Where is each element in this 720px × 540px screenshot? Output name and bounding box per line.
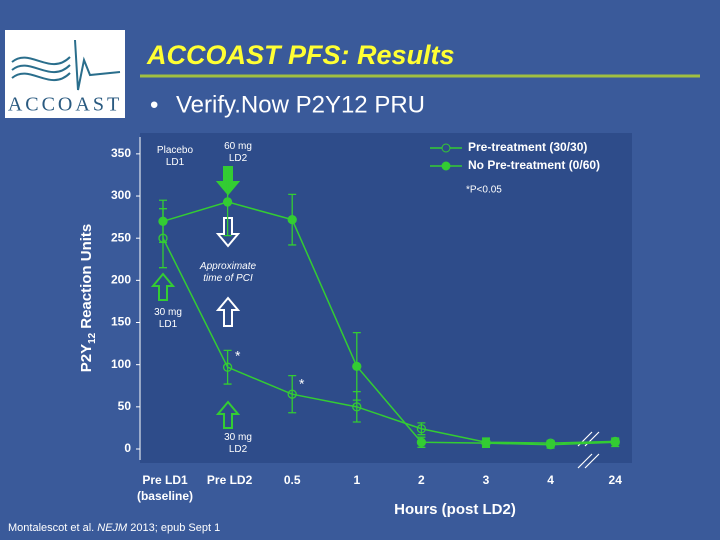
y-tick-label: 150: [111, 315, 131, 329]
bullet-dot: •: [150, 91, 158, 118]
annotation: *: [299, 376, 305, 392]
annotation: *P<0.05: [466, 185, 502, 196]
slide-title: ACCOAST PFS: Results: [146, 40, 455, 70]
data-point: [222, 362, 233, 372]
data-point: [287, 389, 297, 399]
error-bar: [288, 374, 297, 414]
annotation: Approximate time of PCI: [199, 261, 257, 284]
logo-text: ACCOAST: [8, 94, 122, 116]
annotation: 30 mg LD2: [224, 432, 252, 455]
series-line: [162, 237, 616, 444]
bullet-text: Verify.Now P2Y12 PRU: [176, 91, 425, 118]
annotation: 60 mg LD2: [224, 141, 252, 164]
data-point: [545, 440, 556, 450]
y-tick-label: 250: [111, 230, 131, 244]
x-tick-label: 24: [609, 473, 623, 487]
x-tick-label: 2: [418, 473, 425, 487]
legend-label: No Pre-treatment (0/60): [468, 158, 600, 172]
y-tick-label: 100: [111, 357, 131, 371]
y-tick-label: 0: [124, 441, 131, 455]
data-point: [352, 402, 362, 412]
data-point: [287, 214, 297, 225]
plot-area: [140, 133, 632, 463]
x-axis-label: Hours (post LD2): [394, 501, 516, 518]
y-axis-label: P2Y12Reaction Units: [78, 224, 98, 373]
y-tick-label: 50: [118, 399, 132, 413]
y-tick-label: 350: [111, 146, 131, 160]
annotation: 30 mg LD1: [154, 307, 182, 330]
x-tick-label: 4: [547, 473, 554, 487]
data-point: [158, 216, 168, 226]
x-tick-label: Pre LD1: [142, 473, 188, 487]
legend-label: Pre-treatment (30/30): [468, 140, 587, 154]
error-bar: [223, 349, 232, 385]
data-point: [610, 437, 620, 447]
legend-marker: [441, 143, 451, 153]
x-tick-label: 0.5: [284, 473, 301, 487]
x-sublabel: (baseline): [137, 489, 193, 503]
data-point: [416, 437, 427, 447]
citation: Montalescot et al. NEJM 2013; epub Sept …: [8, 522, 220, 534]
y-tick-label: 200: [111, 273, 131, 287]
y-tick-label: 300: [111, 188, 131, 202]
annotation: Placebo LD1: [157, 145, 194, 168]
data-point: [352, 361, 362, 372]
logo-waves: [11, 39, 121, 91]
data-point: [222, 197, 233, 207]
annotation: *: [235, 348, 241, 364]
x-tick-label: 1: [353, 473, 360, 487]
x-tick-label: Pre LD2: [207, 473, 253, 487]
data-point: [481, 438, 491, 448]
legend-marker: [441, 161, 451, 171]
x-tick-label: 3: [483, 473, 490, 487]
data-point: [416, 424, 427, 434]
series-line: [162, 201, 616, 446]
